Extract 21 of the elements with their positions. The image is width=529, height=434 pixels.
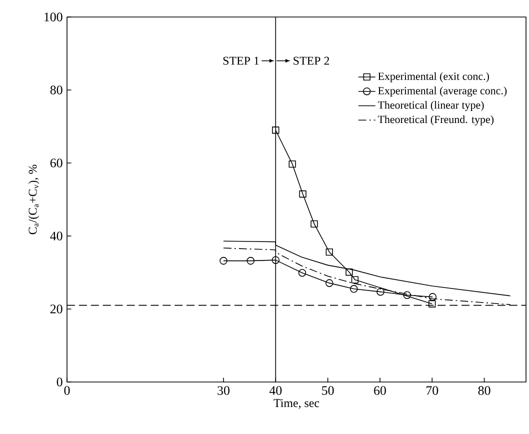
y-tick-label: 0 (56, 378, 62, 386)
y-tick-label: 60 (50, 158, 62, 168)
x-tick-label: 30 (218, 386, 230, 395)
x-tick-label: 70 (426, 386, 438, 395)
y-axis-title: C$_{a}$/(C$_{a}$+C$_{v}$), % (28, 164, 40, 234)
x-tick-label: 0 (64, 386, 70, 395)
y-tick-label: 100 (44, 12, 62, 22)
annotation: STEP 1 (223, 56, 259, 65)
x-tick-label: 50 (322, 386, 334, 395)
x-tick-label: 80 (478, 386, 490, 395)
legend-label: Experimental (exit conc.) (378, 72, 489, 82)
legend-label: Experimental (average conc.) (378, 86, 507, 97)
y-tick-label: 20 (50, 304, 62, 314)
x-tick-label: 40 (269, 386, 282, 395)
legend-label: Theoretical (linear type) (378, 101, 484, 111)
y-tick-label: 80 (50, 86, 62, 94)
y-tick-label: 40 (50, 232, 62, 240)
x-tick-label: 60 (374, 386, 386, 395)
annotation: STEP 2 (294, 56, 330, 65)
x-axis-title: Time, sec (274, 399, 320, 409)
legend-label: Theoretical (Freund. type) (378, 115, 494, 126)
